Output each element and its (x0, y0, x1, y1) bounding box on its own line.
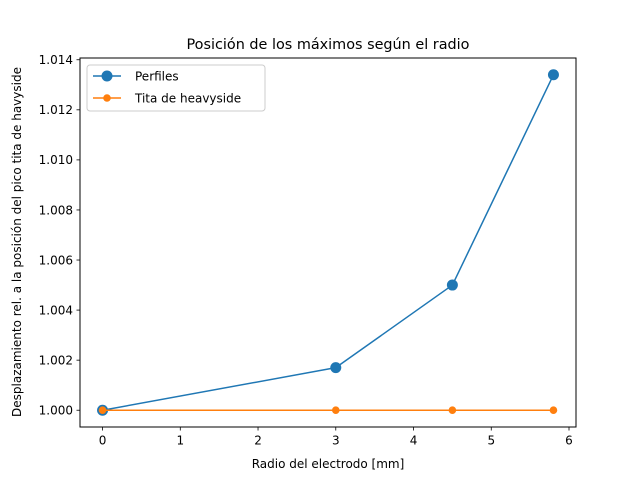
y-tick-label: 1.006 (39, 253, 73, 267)
legend-label-tita: Tita de heavyside (134, 92, 241, 106)
series-line-perfiles (102, 74, 555, 411)
x-tick-label: 0 (99, 434, 107, 448)
x-axis: 0 1 2 3 4 5 6 (99, 427, 573, 448)
y-tick-label: 1.010 (39, 153, 73, 167)
x-axis-title: Radio del electrodo [mm] (252, 457, 405, 471)
y-axis-title: Desplazamiento rel. a la posición del pi… (10, 67, 24, 417)
data-point-perfiles (446, 279, 458, 291)
plot-frame (79, 57, 577, 428)
x-tick-label: 4 (410, 434, 418, 448)
legend-box (86, 64, 266, 112)
y-tick-label: 1.004 (39, 303, 73, 317)
x-tick-label: 1 (176, 434, 184, 448)
legend-marker-tita (103, 94, 111, 102)
x-tick-label: 5 (487, 434, 495, 448)
legend-entry-perfiles: Perfiles (93, 70, 179, 84)
legend-entry-tita: Tita de heavyside (93, 92, 241, 106)
x-tick-label: 3 (332, 434, 340, 448)
y-tick-label: 1.012 (39, 103, 73, 117)
y-tick-label: 1.008 (39, 203, 73, 217)
data-point-perfiles (330, 362, 342, 374)
x-tick-label: 2 (254, 434, 262, 448)
data-point-tita (448, 406, 457, 415)
y-tick-label: 1.000 (39, 404, 73, 418)
data-point-tita (98, 406, 107, 415)
x-tick-label: 6 (565, 434, 573, 448)
y-tick-label: 1.014 (39, 53, 73, 67)
series-perfiles (97, 69, 559, 416)
legend-label-perfiles: Perfiles (135, 70, 179, 84)
data-point-perfiles (547, 69, 559, 81)
series-layer (97, 69, 559, 416)
y-axis: 1.000 1.002 1.004 1.006 1.008 1.010 1.012 1.014 (39, 53, 80, 418)
series-tita (98, 406, 558, 415)
legend: Perfiles Tita de heavyside (86, 64, 266, 112)
chart-title: Posición de los máximos según el radio (187, 37, 470, 53)
data-point-tita (549, 406, 558, 415)
y-tick-label: 1.002 (39, 353, 73, 367)
data-point-tita (331, 406, 340, 415)
legend-marker-perfiles (101, 70, 113, 82)
